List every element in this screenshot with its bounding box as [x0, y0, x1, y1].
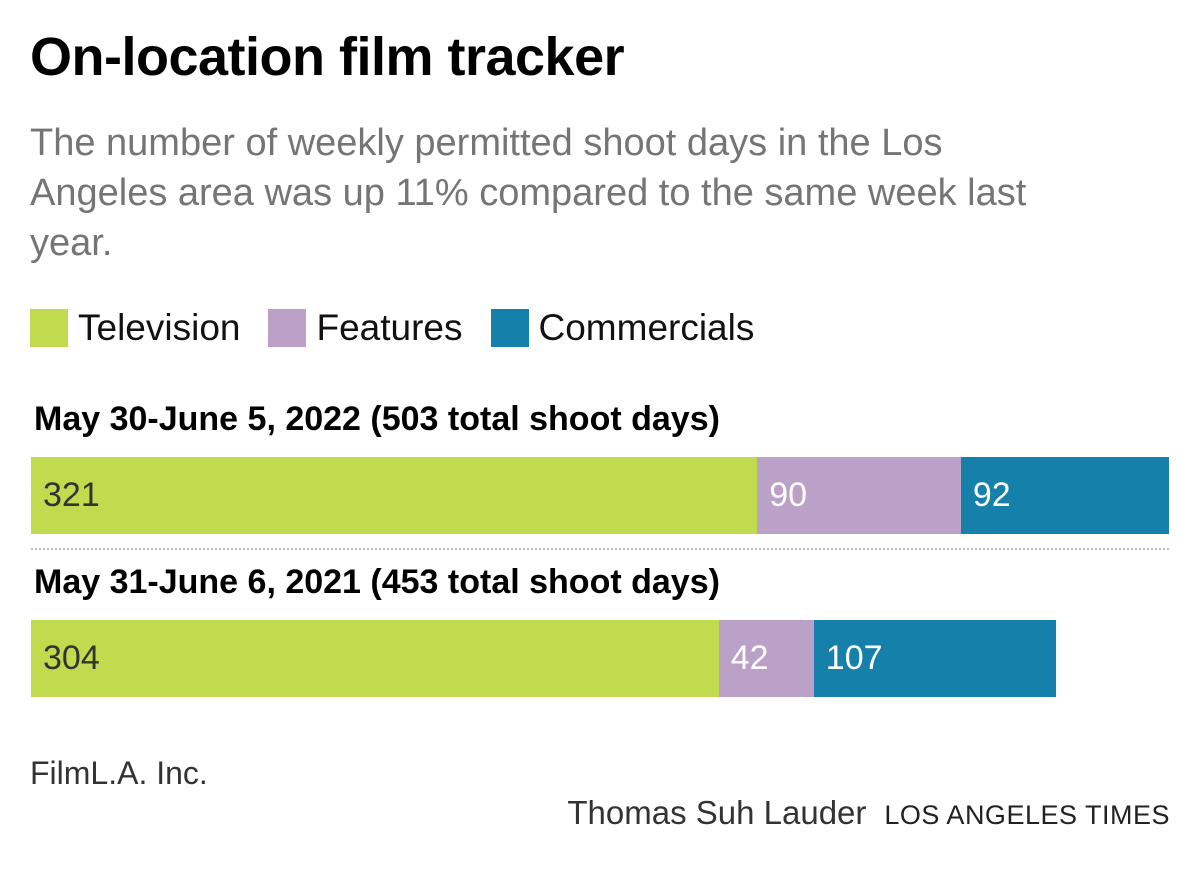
bar-segment-commercials-2021: 107 [813, 620, 1056, 697]
credit-publication: LOS ANGELES TIMES [884, 800, 1170, 830]
data-label-television-2021: 304 [43, 639, 100, 677]
chart-legend: Television Features Commercials [30, 307, 782, 349]
data-label-features-2022: 90 [769, 476, 808, 514]
legend-item-television: Television [30, 307, 240, 349]
bar-segment-television-2021: 304 [31, 620, 719, 697]
bar-segment-features-2022: 90 [757, 457, 961, 534]
data-label-features-2021: 42 [730, 639, 769, 677]
legend-item-commercials: Commercials [490, 307, 755, 349]
legend-label-television: Television [78, 307, 241, 348]
legend-swatch-commercials [490, 309, 529, 347]
legend-swatch-television [30, 309, 68, 347]
bar-segment-features-2021: 42 [718, 620, 814, 697]
stacked-bar-2021: 304 42 107 [31, 620, 1056, 697]
credit-line: Thomas Suh Lauder LOS ANGELES TIMES [567, 794, 1170, 832]
data-label-commercials-2022: 92 [972, 476, 1011, 514]
chart-subtitle: The number of weekly permitted shoot day… [30, 122, 1027, 264]
group-divider [31, 548, 1169, 550]
stacked-bar-2022: 321 90 92 [31, 457, 1169, 534]
legend-swatch-features [268, 309, 307, 347]
data-label-television-2022: 321 [43, 476, 100, 514]
chart-title: On-location film tracker [30, 27, 625, 87]
group-title-2021: May 31-June 6, 2021 (453 total shoot day… [34, 563, 720, 601]
legend-label-features: Features [316, 307, 463, 348]
data-label-commercials-2021: 107 [825, 639, 883, 677]
source-note: FilmL.A. Inc. [30, 755, 208, 791]
credit-author: Thomas Suh Lauder [567, 794, 867, 831]
group-title-2022: May 30-June 5, 2022 (503 total shoot day… [34, 400, 720, 438]
bar-segment-television-2022: 321 [31, 457, 758, 534]
legend-item-features: Features [268, 307, 463, 349]
legend-label-commercials: Commercials [538, 307, 755, 348]
bar-segment-commercials-2022: 92 [960, 457, 1169, 534]
